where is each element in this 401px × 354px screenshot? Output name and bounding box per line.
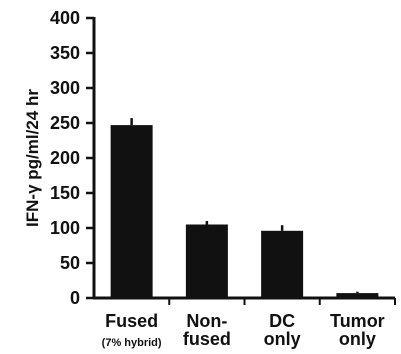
y-axis-title-group: IFN-γ pg/ml/24 hr — [23, 89, 42, 227]
x-tick-sublabel: (7% hybrid) — [102, 337, 162, 349]
y-tick-label: 50 — [60, 253, 80, 273]
y-axis-title: IFN-γ pg/ml/24 hr — [23, 89, 42, 227]
y-tick-label: 250 — [50, 113, 80, 133]
y-ticks: 0 50 100 150 200 250 300 350 400 — [50, 8, 94, 308]
x-tick-label: only — [264, 329, 301, 349]
y-tick-label: 400 — [50, 8, 80, 28]
bars — [110, 118, 379, 298]
y-tick-label: 200 — [50, 148, 80, 168]
x-tick-label: DC — [269, 311, 295, 331]
y-tick-label: 300 — [50, 78, 80, 98]
y-tick-label: 350 — [50, 43, 80, 63]
x-tick-label: Non- — [186, 311, 227, 331]
y-tick-label: 0 — [70, 288, 80, 308]
bar — [110, 125, 153, 298]
y-tick-label: 150 — [50, 183, 80, 203]
bar — [336, 293, 379, 298]
x-tick-label: fused — [183, 329, 231, 349]
x-tick-label: Fused — [105, 311, 158, 331]
y-tick-label: 100 — [50, 218, 80, 238]
bar — [261, 230, 304, 298]
bar — [185, 224, 228, 298]
x-tick-label: only — [339, 329, 376, 349]
x-tick-label: Tumor — [330, 311, 385, 331]
